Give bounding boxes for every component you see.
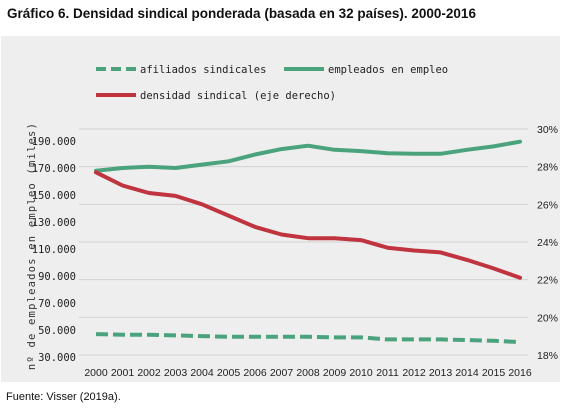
y-tick-label: 110.000 — [32, 244, 76, 256]
x-tick-label: 2014 — [455, 367, 479, 379]
grid-lines — [79, 128, 528, 356]
y-tick-label: 150.000 — [32, 190, 76, 202]
x-tick-label: 2007 — [270, 367, 294, 379]
source-note: Fuente: Visser (2019a). — [6, 391, 121, 403]
x-tick-label: 2004 — [190, 367, 214, 379]
series-line-2 — [94, 170, 522, 280]
y-tick-label: 90.000 — [38, 271, 76, 283]
x-tick-label: 2012 — [402, 367, 426, 379]
y-tick-label: 30.000 — [38, 352, 76, 364]
y2-tick-label: 26% — [537, 199, 558, 211]
x-tick-label: 2002 — [137, 367, 161, 379]
chart-area: afiliados sindicales empleados en empleo d… — [1, 36, 560, 382]
right-axis-ticks: 30% 28% 26% 24% 22% 20% 18% — [537, 124, 558, 362]
y-tick-label: 50.000 — [38, 325, 76, 337]
y-tick-label: 190.000 — [32, 136, 76, 148]
legend-label: densidad sindical (eje derecho) — [140, 90, 336, 102]
y-axis-label: nº de empleados en empleo (miles) — [26, 122, 38, 370]
left-axis-ticks: 190.000 170.000 150.000 130.000 110.000 90.00… — [32, 136, 76, 364]
x-tick-label: 2010 — [349, 367, 373, 379]
x-tick-label: 2011 — [376, 367, 399, 379]
legend-label: afiliados sindicales — [140, 64, 266, 76]
x-tick-label: 2008 — [296, 367, 320, 379]
x-tick-label: 2001 — [111, 367, 135, 379]
x-tick-label: 2000 — [84, 367, 108, 379]
x-tick-label: 2015 — [482, 367, 506, 379]
line-chart: afiliados sindicales empleados en empleo d… — [26, 64, 558, 379]
y2-tick-label: 22% — [537, 275, 558, 287]
y-tick-label: 70.000 — [38, 298, 76, 310]
legend-label: empleados en empleo — [328, 64, 448, 76]
x-tick-label: 2003 — [164, 367, 188, 379]
y2-tick-label: 30% — [537, 124, 558, 136]
x-tick-label: 2013 — [429, 367, 453, 379]
x-tick-label: 2009 — [323, 367, 347, 379]
series-lines — [94, 139, 522, 345]
y2-tick-label: 20% — [537, 312, 558, 324]
x-tick-label: 2005 — [217, 367, 241, 379]
x-tick-label: 2006 — [243, 367, 267, 379]
series-line-0 — [95, 332, 521, 345]
legend: afiliados sindicales empleados en empleo d… — [96, 64, 448, 102]
x-tick-label: 2016 — [508, 367, 532, 379]
y-tick-label: 130.000 — [32, 217, 76, 229]
y-tick-label: 170.000 — [32, 163, 76, 175]
x-axis-ticks: 2000 2001 2002 2003 2004 2005 2006 2007 2008 2009… — [84, 367, 532, 379]
y2-tick-label: 18% — [537, 350, 558, 362]
y2-tick-label: 28% — [537, 162, 558, 174]
series-line-1 — [94, 139, 522, 173]
chart-title: Gráfico 6. Densidad sindical ponderada (… — [7, 6, 476, 21]
y2-tick-label: 24% — [537, 237, 558, 249]
